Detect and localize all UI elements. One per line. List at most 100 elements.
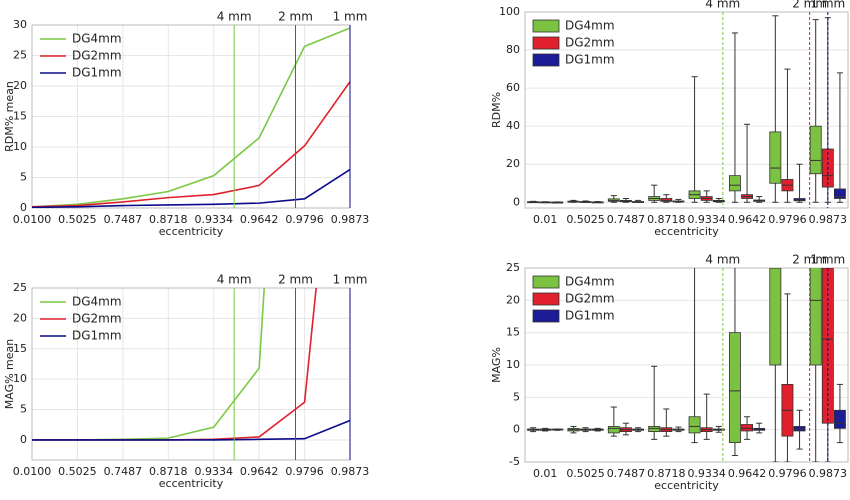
legend-label: DG1mm bbox=[72, 66, 122, 80]
x-tick-label: 0.9873 bbox=[809, 213, 848, 226]
legend-label: DG2mm bbox=[72, 312, 122, 326]
marker-label: 2 mm bbox=[278, 273, 313, 287]
x-tick-label: 0.9334 bbox=[194, 213, 233, 226]
y-tick-label: 20 bbox=[506, 293, 520, 306]
y-tick-label: -5 bbox=[509, 455, 520, 468]
data-line bbox=[32, 27, 350, 208]
plot-frame bbox=[524, 267, 849, 463]
x-tick-label: 0.8718 bbox=[149, 465, 188, 478]
x-axis-label: eccentricity bbox=[654, 479, 719, 492]
x-tick-label: 0.9642 bbox=[728, 213, 767, 226]
x-tick-label: 0.7487 bbox=[104, 465, 143, 478]
box bbox=[728, 175, 741, 192]
box bbox=[607, 426, 620, 434]
marker-label: 1 mm bbox=[333, 10, 368, 24]
y-tick-label: 0 bbox=[20, 201, 27, 214]
plot-frame bbox=[524, 11, 849, 209]
y-tick-label: 60 bbox=[506, 81, 520, 94]
x-tick-label: 0.8718 bbox=[647, 467, 686, 480]
marker-label: 4 mm bbox=[217, 10, 252, 24]
y-tick-label: 10 bbox=[13, 372, 27, 385]
y-tick-label: 10 bbox=[13, 140, 27, 153]
x-tick-label: 0.9873 bbox=[331, 465, 370, 478]
y-tick-label: 0 bbox=[513, 423, 520, 436]
x-tick-label: 0.9642 bbox=[240, 213, 279, 226]
box bbox=[769, 131, 782, 184]
x-tick-label: 0.0100 bbox=[13, 465, 52, 478]
legend-swatch bbox=[532, 36, 560, 50]
x-tick-label: 0.7487 bbox=[104, 213, 143, 226]
x-axis-label: eccentricity bbox=[159, 225, 224, 238]
box bbox=[728, 332, 741, 443]
y-tick-label: 15 bbox=[506, 326, 520, 339]
legend-swatch bbox=[532, 275, 560, 289]
legend-label: DG1mm bbox=[72, 329, 122, 343]
y-tick-label: 80 bbox=[506, 43, 520, 56]
x-tick-label: 0.9642 bbox=[240, 465, 279, 478]
legend-label: DG4mm bbox=[72, 295, 122, 309]
x-tick-label: 0.9334 bbox=[687, 467, 726, 480]
y-axis-label: RDM% bbox=[490, 92, 503, 128]
y-tick-label: 20 bbox=[13, 79, 27, 92]
marker-label: 1 mm bbox=[810, 253, 845, 267]
x-tick-label: 0.8718 bbox=[149, 213, 188, 226]
x-tick-label: 0.8718 bbox=[647, 213, 686, 226]
y-tick-label: 10 bbox=[506, 358, 520, 371]
y-tick-label: 25 bbox=[506, 261, 520, 274]
x-tick-label: 0.9796 bbox=[768, 467, 807, 480]
y-tick-label: 25 bbox=[13, 49, 27, 62]
chart: -5 0 5 10 15 20 25 0.01 0.5025 0.7487 0.8718 0.9334… bbox=[490, 253, 849, 492]
x-tick-label: 0.5025 bbox=[566, 213, 605, 226]
chart: 0 5 10 15 20 25 0.0100 0.5025 0.7487 0.8718 0.9334… bbox=[3, 273, 370, 491]
data-line bbox=[32, 168, 350, 208]
box bbox=[809, 125, 822, 175]
y-tick-label: 25 bbox=[13, 281, 27, 294]
plot-area bbox=[32, 288, 350, 441]
box bbox=[648, 426, 661, 433]
legend-swatch bbox=[532, 53, 560, 67]
data-line bbox=[32, 419, 350, 441]
box bbox=[833, 409, 846, 429]
y-tick-label: 40 bbox=[506, 119, 520, 132]
legend-label: DG4mm bbox=[72, 32, 122, 46]
x-axis-label: eccentricity bbox=[654, 225, 719, 238]
legend-swatch bbox=[532, 19, 560, 33]
legend-swatch bbox=[532, 292, 560, 306]
x-tick-label: 0.9334 bbox=[687, 213, 726, 226]
x-tick-label: 0.9642 bbox=[728, 467, 767, 480]
x-axis-label: eccentricity bbox=[159, 477, 224, 490]
box bbox=[688, 416, 701, 434]
legend-label: DG1mm bbox=[565, 309, 615, 323]
legend-label: DG4mm bbox=[565, 19, 615, 33]
x-tick-label: 0.9796 bbox=[285, 213, 324, 226]
legend-swatch bbox=[532, 309, 560, 323]
x-tick-label: 0.7487 bbox=[607, 467, 646, 480]
legend-label: DG2mm bbox=[565, 292, 615, 306]
y-axis-label: RDM% mean bbox=[3, 81, 16, 152]
y-tick-label: 15 bbox=[13, 110, 27, 123]
x-tick-label: 0.9796 bbox=[285, 465, 324, 478]
x-tick-label: 0.5025 bbox=[58, 213, 97, 226]
y-tick-label: 0 bbox=[513, 195, 520, 208]
x-tick-label: 0.5025 bbox=[566, 467, 605, 480]
marker-label: 1 mm bbox=[810, 0, 845, 11]
legend-label: DG4mm bbox=[565, 275, 615, 289]
box bbox=[809, 268, 822, 366]
marker-label: 1 mm bbox=[333, 273, 368, 287]
marker-label: 4 mm bbox=[705, 253, 740, 267]
marker-label: 2 mm bbox=[792, 253, 827, 267]
x-tick-label: 0.9873 bbox=[809, 467, 848, 480]
x-tick-label: 0.7487 bbox=[607, 213, 646, 226]
y-axis-label: MAG% bbox=[490, 347, 503, 383]
box bbox=[833, 188, 846, 199]
marker-label: 2 mm bbox=[278, 10, 313, 24]
marker-label: 4 mm bbox=[705, 0, 740, 11]
y-tick-label: 15 bbox=[13, 342, 27, 355]
y-tick-label: 30 bbox=[13, 18, 27, 31]
legend-label: DG2mm bbox=[72, 49, 122, 63]
x-tick-label: 0.5025 bbox=[58, 465, 97, 478]
x-tick-label: 0.01 bbox=[533, 467, 558, 480]
box bbox=[769, 268, 782, 366]
y-tick-label: 5 bbox=[20, 171, 27, 184]
